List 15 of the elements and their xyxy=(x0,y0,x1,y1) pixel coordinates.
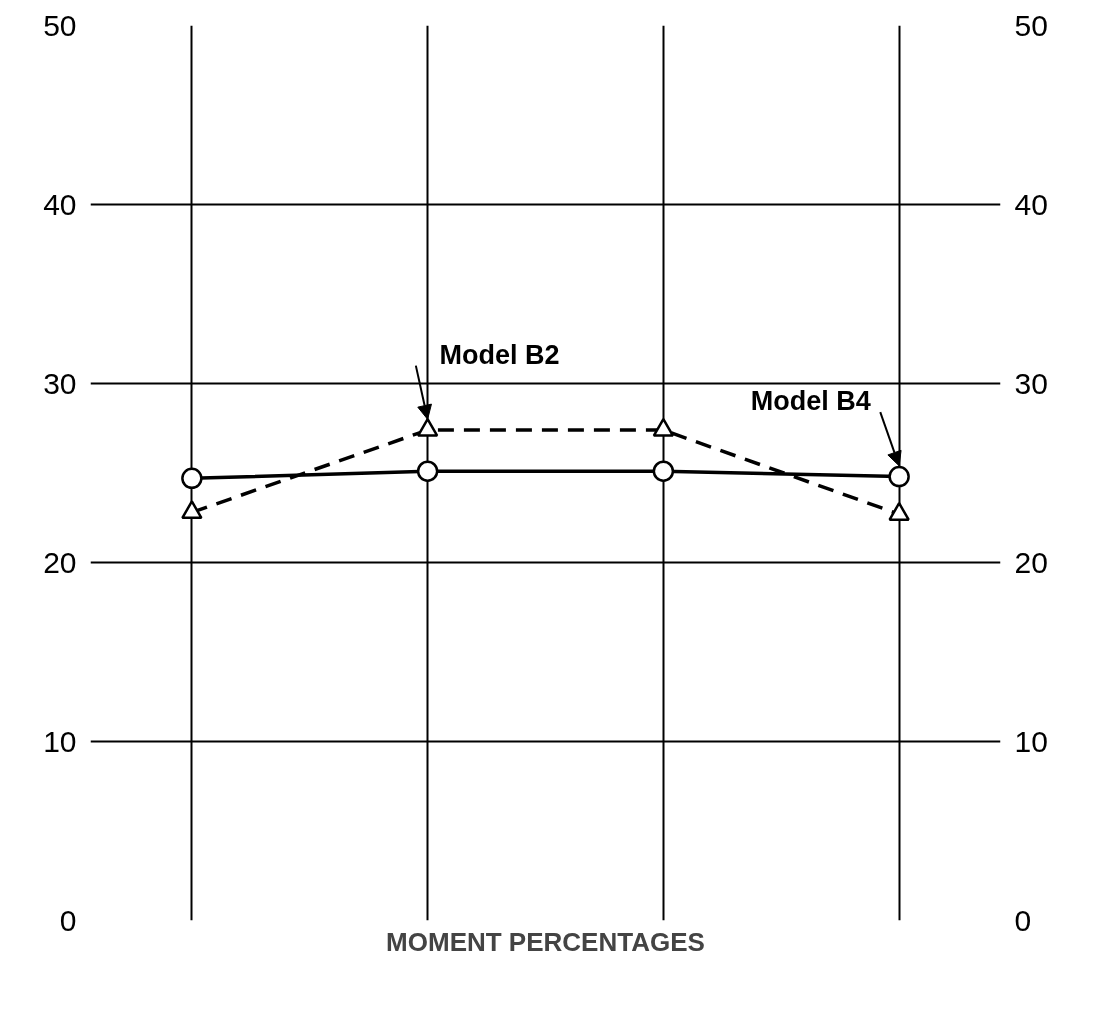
y2-tick-label: 10 xyxy=(1014,724,1048,758)
y2-tick-label: 0 xyxy=(1014,903,1032,937)
y2-tick-label: 20 xyxy=(1014,545,1048,579)
x-axis-title: MOMENT PERCENTAGES xyxy=(386,926,705,957)
y2-tick-label: 50 xyxy=(1014,8,1048,42)
y-tick-label: 50 xyxy=(43,8,77,42)
y-tick-label: 40 xyxy=(43,187,77,221)
y-tick-label: 20 xyxy=(43,545,77,579)
y-tick-label: 0 xyxy=(59,903,77,937)
y-tick-label: 10 xyxy=(43,724,77,758)
y2-tick-label: 30 xyxy=(1014,366,1048,400)
text: Model B4 xyxy=(750,386,871,417)
y2-tick-label: 40 xyxy=(1014,187,1048,221)
y-tick-label: 30 xyxy=(43,366,77,400)
series-label: Model B2 xyxy=(439,339,560,370)
